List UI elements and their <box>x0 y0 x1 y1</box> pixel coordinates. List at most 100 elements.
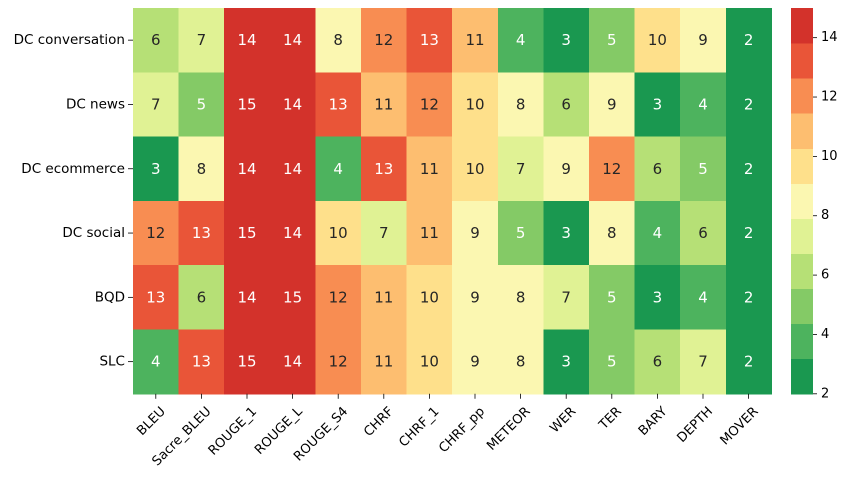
heatmap-cell <box>543 136 590 202</box>
cell-value-label: 13 <box>192 353 211 371</box>
cell-value-label: 10 <box>648 31 667 49</box>
heatmap-cell <box>133 72 180 138</box>
heatmap-cell <box>680 8 727 73</box>
cell-value-label: 8 <box>516 288 526 306</box>
heatmap-cell <box>543 8 590 73</box>
x-tick-label: CHRF <box>361 404 397 440</box>
cell-value-label: 7 <box>516 160 526 178</box>
cell-value-label: 4 <box>653 224 663 242</box>
colorbar: 2 4 6 8 10 12 14 <box>791 8 838 401</box>
cell-value-label: 6 <box>653 353 663 371</box>
heatmap-cell <box>178 265 225 331</box>
cell-value-label: 13 <box>146 288 165 306</box>
heatmap-cell <box>634 8 681 73</box>
colorbar-segment <box>791 148 813 184</box>
cell-value-label: 14 <box>237 160 256 178</box>
heatmap-cell <box>497 329 544 395</box>
cell-value-label: 7 <box>197 31 207 49</box>
cell-value-label: 3 <box>561 353 571 371</box>
heatmap-cell <box>680 136 727 202</box>
cell-value-label: 14 <box>283 224 302 242</box>
x-tick-label: WER <box>547 404 579 436</box>
cell-value-label: 14 <box>237 31 256 49</box>
y-tick-label: SLC <box>99 354 125 370</box>
x-tick-label: ROUGE_1 <box>206 404 260 458</box>
cell-value-label: 6 <box>151 31 161 49</box>
cell-value-label: 7 <box>151 95 161 113</box>
x-tick-label: DEPTH <box>674 404 716 446</box>
heatmap-cell <box>361 8 408 73</box>
colorbar-tick-label: 14 <box>821 30 838 45</box>
heatmap-cell <box>178 72 225 138</box>
heatmap-cell <box>725 72 772 138</box>
colorbar-segment <box>791 78 813 114</box>
cell-value-label: 14 <box>283 353 302 371</box>
cell-value-label: 2 <box>744 353 754 371</box>
colorbar-segment <box>791 43 813 79</box>
cell-value-label: 4 <box>698 288 708 306</box>
heatmap-cell <box>406 329 453 395</box>
heatmap-cell <box>224 8 271 73</box>
heatmap-cell <box>452 72 499 138</box>
y-axis: DC conversation DC news DC ecommerce DC soc… <box>14 32 133 370</box>
cell-value-label: 7 <box>379 224 389 242</box>
cell-value-label: 4 <box>151 353 161 371</box>
heatmap-cell <box>497 8 544 73</box>
cell-value-label: 13 <box>329 95 348 113</box>
cell-value-label: 2 <box>744 31 754 49</box>
cell-value-label: 5 <box>607 31 617 49</box>
heatmap-cell <box>133 200 180 266</box>
heatmap-cell <box>634 200 681 266</box>
cell-value-label: 12 <box>329 353 348 371</box>
heatmap-cell <box>452 200 499 266</box>
colorbar-tick-label: 6 <box>821 268 829 283</box>
heatmap-cell <box>361 72 408 138</box>
cell-value-label: 14 <box>237 288 256 306</box>
cell-value-label: 14 <box>283 95 302 113</box>
heatmap-cell <box>178 329 225 395</box>
cell-annotations: 6 7 14 14 8 12 13 11 4 3 5 10 9 2 7 5 15 14 13 11 12 10 8 6 9 3 4 2… <box>146 31 754 371</box>
cell-value-label: 10 <box>329 224 348 242</box>
heatmap-cell <box>634 329 681 395</box>
x-tick-label: TER <box>596 404 625 433</box>
heatmap-cell <box>133 265 180 331</box>
cell-value-label: 2 <box>744 288 754 306</box>
x-tick-label: MOVER <box>718 404 762 448</box>
cell-value-label: 9 <box>561 160 571 178</box>
heatmap-cell <box>269 265 316 331</box>
heatmap-cell <box>634 72 681 138</box>
y-tick-label: DC social <box>62 225 125 241</box>
heatmap-cell <box>361 329 408 395</box>
cell-value-label: 11 <box>374 353 393 371</box>
heatmap-cell <box>406 265 453 331</box>
heatmap-cell <box>315 265 362 331</box>
heatmap-cell <box>452 265 499 331</box>
x-tick-label: BLEU <box>134 404 169 439</box>
cell-value-label: 2 <box>744 160 754 178</box>
cell-value-label: 12 <box>420 95 439 113</box>
heatmap-cell <box>406 72 453 138</box>
heatmap-cell <box>725 265 772 331</box>
cell-value-label: 12 <box>602 160 621 178</box>
cell-value-label: 8 <box>197 160 207 178</box>
cell-value-label: 12 <box>374 31 393 49</box>
cell-value-label: 11 <box>374 95 393 113</box>
colorbar-tick-label: 8 <box>821 208 829 223</box>
heatmap-cell <box>452 329 499 395</box>
heatmap-cell <box>315 72 362 138</box>
cell-value-label: 9 <box>607 95 617 113</box>
cell-value-label: 15 <box>237 353 256 371</box>
colorbar-tick-label: 2 <box>821 386 829 401</box>
heatmap-cell <box>452 8 499 73</box>
heatmap-cell <box>725 136 772 202</box>
heatmap-cell <box>224 136 271 202</box>
cell-value-label: 5 <box>197 95 207 113</box>
cell-value-label: 14 <box>283 31 302 49</box>
heatmap-cell <box>634 265 681 331</box>
heatmap-cell <box>680 72 727 138</box>
cell-value-label: 6 <box>698 224 708 242</box>
heatmap-cell <box>269 72 316 138</box>
heatmap-cell <box>406 200 453 266</box>
heatmap-cell <box>497 72 544 138</box>
heatmap-cell <box>361 265 408 331</box>
